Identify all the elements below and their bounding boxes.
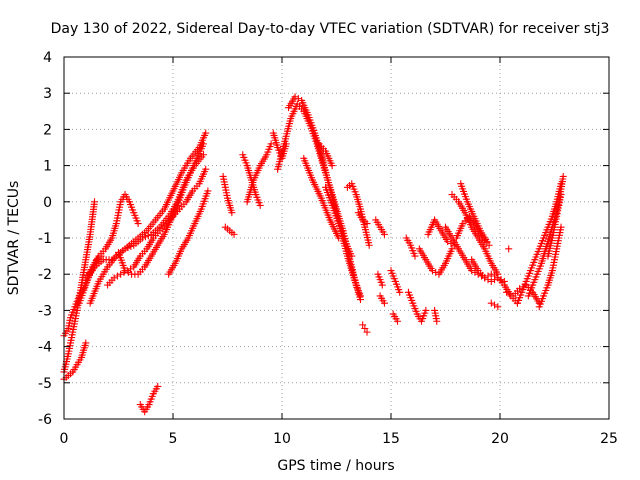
data-point bbox=[91, 198, 99, 206]
data-point-trail bbox=[113, 272, 121, 280]
data-point bbox=[557, 191, 565, 199]
y-tick-labels: -6 -5 -4 -3 -2 -1 0 1 2 3 4 bbox=[38, 50, 52, 428]
data-point bbox=[557, 223, 565, 231]
data-point bbox=[365, 241, 373, 249]
data-point bbox=[378, 281, 386, 289]
x-tick-label: 15 bbox=[382, 431, 400, 447]
y-tick-label: 4 bbox=[43, 50, 52, 66]
data-point bbox=[121, 245, 129, 253]
data-point-trail bbox=[491, 276, 499, 284]
data-point bbox=[411, 252, 419, 260]
data-point bbox=[559, 172, 567, 180]
x-tick-label: 20 bbox=[491, 431, 509, 447]
y-axis-label: SDTVAR / TECUs bbox=[6, 181, 22, 296]
x-tick-label: 25 bbox=[600, 431, 618, 447]
data-point-trail bbox=[144, 232, 152, 240]
x-tick-label: 5 bbox=[169, 431, 178, 447]
data-point bbox=[202, 129, 210, 137]
data-point bbox=[138, 234, 146, 242]
data-point bbox=[134, 220, 142, 228]
chart-title: Day 130 of 2022, Sidereal Day-to-day VTE… bbox=[51, 21, 610, 37]
data-point bbox=[228, 209, 236, 217]
data-point bbox=[394, 317, 402, 325]
data-point-trail bbox=[477, 272, 485, 280]
data-point bbox=[363, 328, 371, 336]
data-point bbox=[256, 201, 264, 209]
data-point bbox=[433, 317, 441, 325]
data-point bbox=[202, 165, 210, 173]
y-tick-label: -3 bbox=[38, 303, 52, 319]
x-tick-label: 0 bbox=[60, 431, 69, 447]
y-tick-label: 1 bbox=[43, 159, 52, 175]
data-point-trail bbox=[497, 276, 505, 284]
data-point bbox=[380, 299, 388, 307]
data-point bbox=[117, 270, 125, 278]
data-point bbox=[359, 321, 367, 329]
data-point bbox=[200, 140, 208, 148]
data-point-trail bbox=[124, 244, 132, 252]
x-axis-label: GPS time / hours bbox=[277, 458, 394, 474]
data-point bbox=[505, 245, 513, 253]
data-point bbox=[361, 325, 369, 332]
data-point bbox=[422, 306, 430, 314]
data-point bbox=[380, 230, 388, 238]
data-point bbox=[267, 140, 275, 148]
y-tick-label: -4 bbox=[38, 340, 52, 356]
data-point bbox=[200, 151, 208, 159]
x-tick-labels: 0 5 10 15 20 25 bbox=[60, 431, 618, 447]
data-points bbox=[60, 93, 567, 416]
data-point-trail bbox=[484, 276, 492, 284]
y-tick-label: 0 bbox=[43, 195, 52, 211]
data-point bbox=[487, 299, 495, 307]
data-point-trail bbox=[491, 301, 499, 309]
data-point bbox=[230, 230, 238, 238]
data-point bbox=[335, 234, 343, 242]
data-point bbox=[356, 296, 364, 304]
data-point bbox=[363, 220, 371, 228]
y-tick-label: -2 bbox=[38, 267, 52, 283]
data-point bbox=[494, 303, 502, 311]
data-point bbox=[487, 277, 495, 285]
data-point bbox=[328, 162, 336, 170]
data-point bbox=[154, 382, 162, 390]
data-point bbox=[448, 245, 456, 253]
y-tick-label: -6 bbox=[38, 412, 52, 428]
y-tick-label: 3 bbox=[43, 86, 52, 102]
x-tick-label: 10 bbox=[273, 431, 291, 447]
axis-ticks bbox=[63, 56, 610, 420]
y-tick-label: -5 bbox=[38, 376, 52, 392]
data-point-trail bbox=[141, 233, 149, 241]
data-point-trail bbox=[127, 242, 135, 250]
data-point bbox=[82, 339, 90, 347]
data-point bbox=[483, 238, 491, 246]
data-point bbox=[204, 187, 212, 195]
y-tick-label: -1 bbox=[38, 231, 52, 247]
data-point bbox=[485, 241, 493, 249]
y-tick-label: 2 bbox=[43, 122, 52, 138]
data-point bbox=[396, 288, 404, 296]
